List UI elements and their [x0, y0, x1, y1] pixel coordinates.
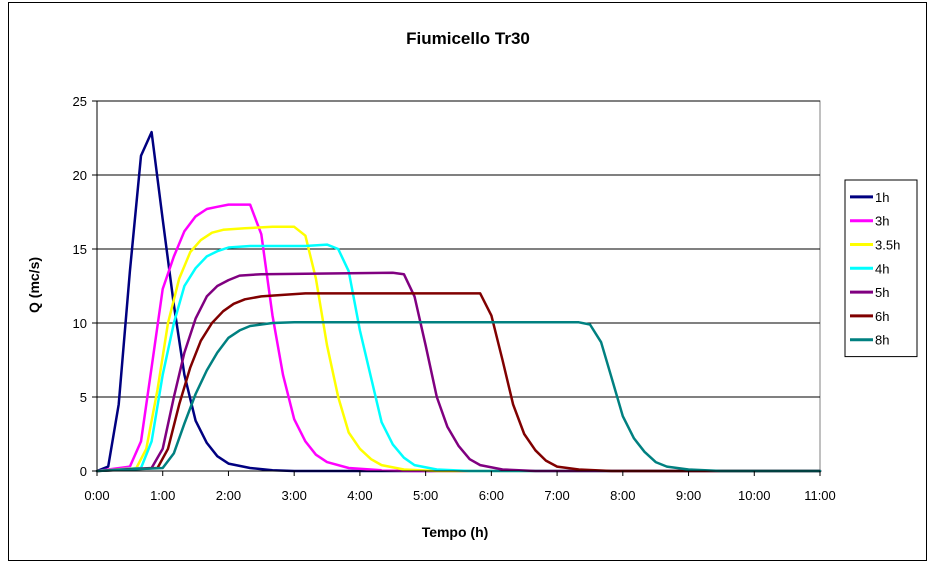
- series-line-8h: [95, 321, 822, 473]
- axes: [92, 100, 821, 476]
- legend-item-8h: 8h: [850, 333, 889, 348]
- x-tick-labels: 0:00 1:00 2:00 3:00 4:00 5:00 6:00 7:00 8:00 9:00…: [84, 488, 835, 503]
- x-tick-label: 1:00: [150, 488, 175, 503]
- legend-item-3.5h: 3.5h: [850, 238, 900, 253]
- series-line-4h: [95, 243, 822, 473]
- x-tick-label: 11:00: [804, 488, 836, 503]
- legend-item-6h: 6h: [850, 309, 889, 324]
- legend-item-1h: 1h: [850, 190, 889, 205]
- y-tick-label: 5: [80, 390, 87, 405]
- legend-label: 4h: [875, 261, 889, 276]
- legend-item-5h: 5h: [850, 285, 889, 300]
- series-line-1h: [95, 130, 822, 473]
- legend-item-4h: 4h: [850, 261, 889, 276]
- legend: 1h 3h 3.5h 4h 5h 6h 8h: [844, 179, 918, 358]
- plot-area: [96, 100, 821, 472]
- legend-label: 8h: [875, 333, 889, 348]
- x-axis-label: Tempo (h): [422, 524, 489, 540]
- series-lines: [95, 130, 822, 473]
- y-axis-label: Q (mc/s): [26, 257, 42, 313]
- y-tick-label: 25: [73, 94, 87, 109]
- legend-label: 5h: [875, 285, 889, 300]
- y-tick-label: 10: [73, 316, 87, 331]
- y-tick-label: 15: [73, 242, 87, 257]
- chart-title: Fiumicello Tr30: [406, 29, 530, 48]
- y-tick-label: 0: [80, 464, 87, 479]
- legend-label: 3h: [875, 214, 889, 229]
- x-tick-label: 8:00: [610, 488, 635, 503]
- legend-item-3h: 3h: [850, 214, 889, 229]
- x-tick-label: 7:00: [544, 488, 569, 503]
- y-tick-labels: 0 5 10 15 20 25: [73, 94, 87, 479]
- series-line-6h: [95, 292, 822, 473]
- x-tick-label: 4:00: [347, 488, 372, 503]
- x-tick-label: 9:00: [676, 488, 701, 503]
- series-line-5h: [95, 271, 822, 473]
- legend-label: 6h: [875, 309, 889, 324]
- legend-label: 1h: [875, 190, 889, 205]
- series-line-3h: [95, 203, 822, 473]
- x-tick-label: 3:00: [282, 488, 307, 503]
- x-tick-label: 0:00: [84, 488, 109, 503]
- series-line-3.5h: [95, 225, 822, 473]
- y-tick-label: 20: [73, 168, 87, 183]
- x-tick-label: 5:00: [413, 488, 438, 503]
- x-tick-label: 2:00: [216, 488, 241, 503]
- legend-label: 3.5h: [875, 238, 900, 253]
- x-tick-label: 6:00: [479, 488, 504, 503]
- x-tick-label: 10:00: [738, 488, 771, 503]
